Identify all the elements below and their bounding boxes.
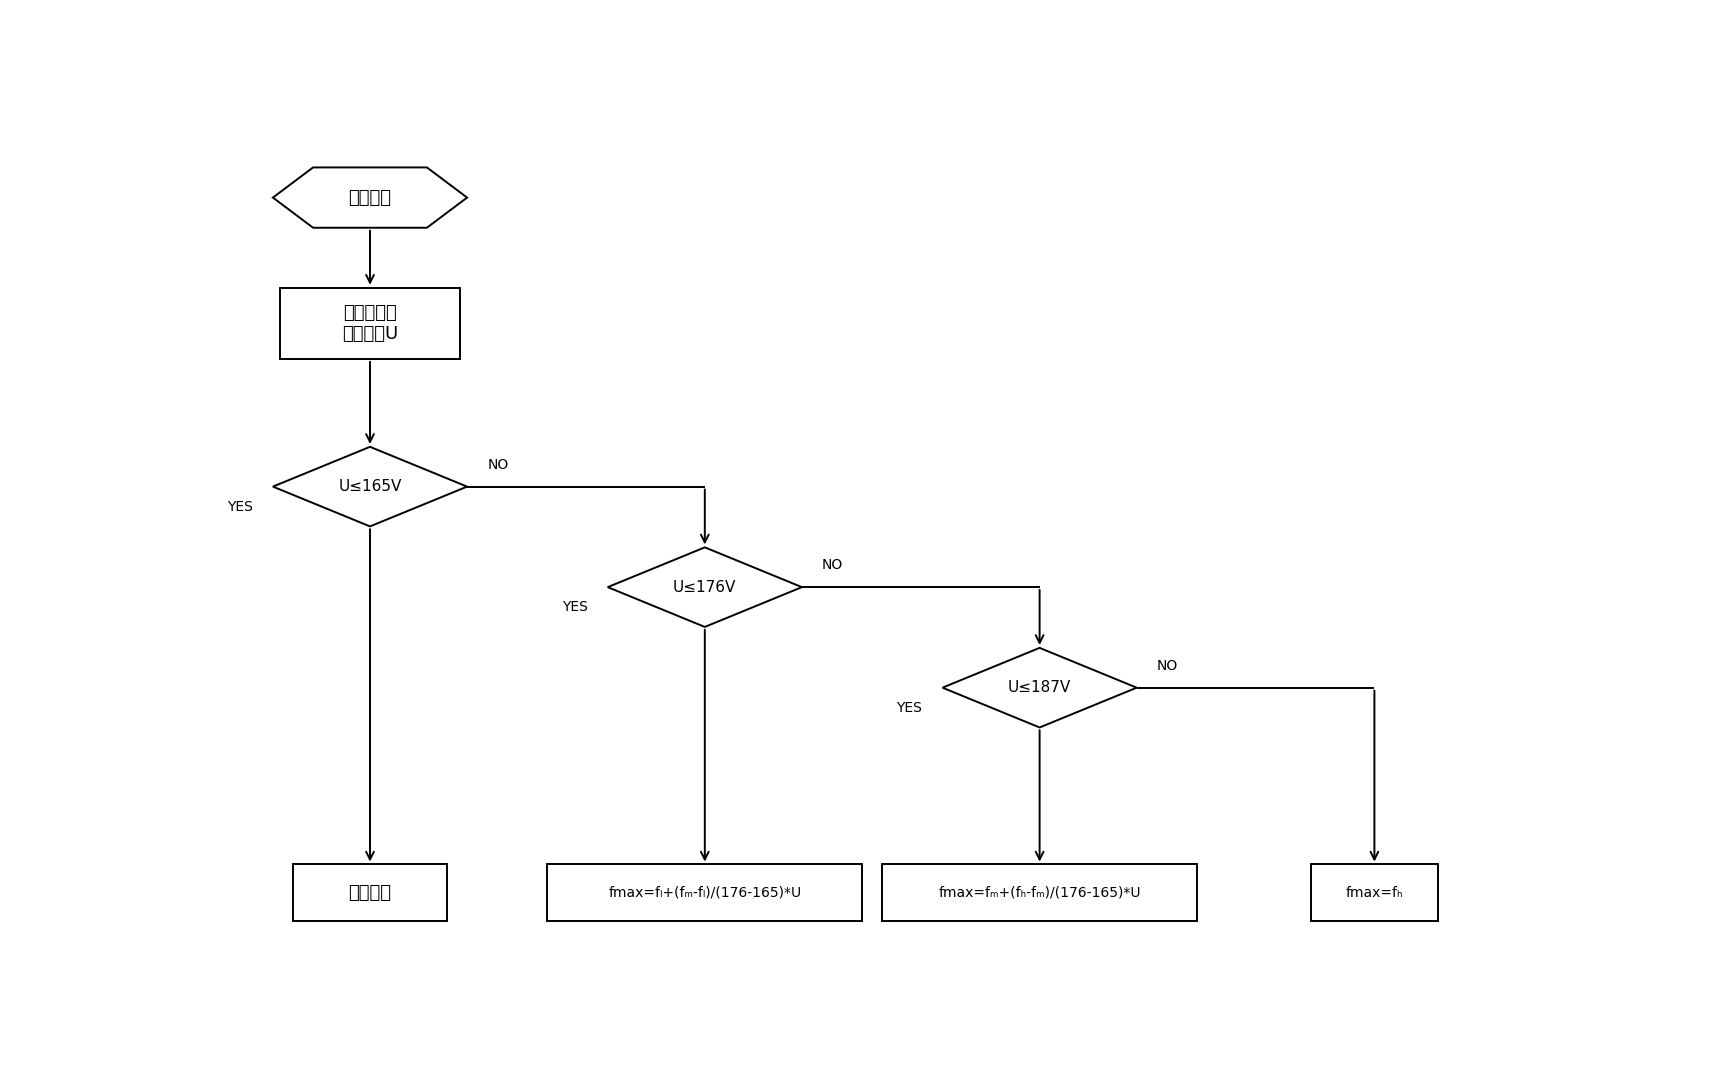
Text: fmax=fₘ+(fₕ-fₘ)/(176-165)*U: fmax=fₘ+(fₕ-fₘ)/(176-165)*U [938, 886, 1140, 900]
Text: 停止运行: 停止运行 [349, 883, 392, 902]
Text: 开始运行: 开始运行 [349, 188, 392, 207]
Bar [548, 865, 862, 922]
Polygon shape [942, 647, 1137, 728]
Bar [883, 865, 1198, 922]
Text: YES: YES [897, 701, 923, 715]
Bar [280, 287, 460, 359]
Text: U≤176V: U≤176V [674, 580, 736, 595]
Bar [1312, 865, 1438, 922]
Text: fmax=fₗ+(fₘ-fₗ)/(176-165)*U: fmax=fₗ+(fₘ-fₗ)/(176-165)*U [608, 886, 802, 900]
Polygon shape [273, 447, 467, 527]
Polygon shape [608, 547, 802, 627]
Text: NO: NO [823, 558, 843, 572]
Text: NO: NO [487, 458, 508, 471]
Text: 棆测交流电
源的电压U: 棆测交流电 源的电压U [342, 304, 397, 343]
Text: YES: YES [562, 601, 588, 614]
Text: YES: YES [226, 499, 252, 514]
Text: fmax=fₕ: fmax=fₕ [1346, 886, 1403, 900]
Text: NO: NO [1156, 658, 1178, 672]
Text: U≤187V: U≤187V [1007, 680, 1071, 695]
Polygon shape [273, 168, 467, 227]
Bar [294, 865, 448, 922]
Text: U≤165V: U≤165V [339, 479, 401, 494]
